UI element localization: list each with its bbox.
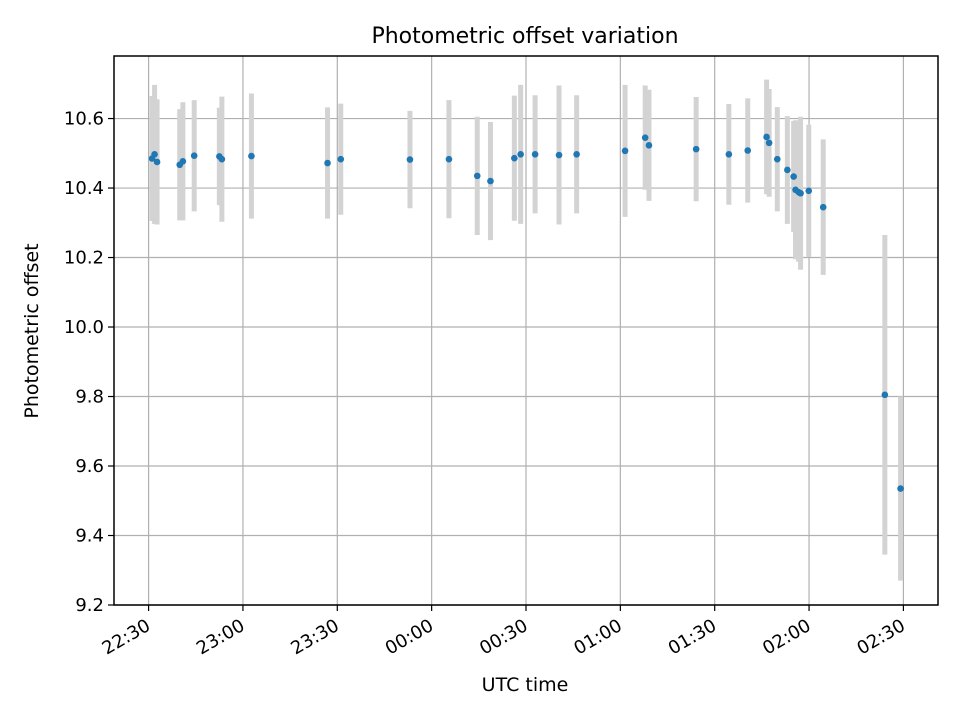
- data-point: [406, 156, 414, 163]
- data-point: [218, 155, 226, 163]
- data-point: [763, 133, 770, 141]
- data-point: [248, 152, 255, 160]
- y-tick-label: 9.8: [75, 387, 104, 408]
- y-axis: 9.2 9.4 9.6 9.8 10.0 10.2 10.4 10.6: [64, 109, 114, 616]
- x-tick-label: 23:00: [193, 615, 248, 659]
- data-point: [511, 154, 518, 162]
- data-point: [641, 134, 649, 141]
- x-tick-label: 22:30: [99, 615, 154, 659]
- data-point: [190, 152, 198, 160]
- x-tick-label: 23:30: [287, 615, 342, 659]
- data-point: [517, 151, 524, 158]
- y-tick-label: 10.4: [64, 178, 104, 199]
- y-tick-label: 10.0: [64, 317, 104, 338]
- x-axis: 22:30 23:00 23:30 00:00 00:30 01:00 01:30 02:00…: [99, 605, 909, 659]
- data-point: [725, 151, 733, 158]
- data-point: [151, 151, 158, 158]
- x-tick-label: 01:30: [665, 615, 720, 659]
- x-tick-label: 02:00: [759, 615, 814, 659]
- data-point: [744, 147, 752, 154]
- y-tick-label: 10.2: [64, 248, 104, 269]
- data-point: [153, 158, 161, 166]
- y-tick-label: 9.4: [75, 526, 104, 547]
- data-point: [784, 166, 791, 174]
- data-point: [487, 177, 494, 185]
- y-tick-label: 9.6: [75, 456, 104, 477]
- data-point: [819, 203, 827, 211]
- y-tick-label: 10.6: [64, 109, 104, 130]
- x-tick-label: 00:30: [476, 615, 531, 659]
- data-point: [445, 155, 453, 163]
- x-tick-label: 01:00: [570, 615, 625, 659]
- data-point: [773, 155, 781, 163]
- data-point: [324, 159, 331, 167]
- x-tick-label: 00:00: [382, 615, 437, 659]
- x-gridlines: [147, 56, 905, 605]
- y-axis-label: Photometric offset: [21, 243, 43, 418]
- data-point: [555, 151, 563, 159]
- data-point: [621, 147, 629, 155]
- data-point: [179, 157, 187, 165]
- data-point: [531, 151, 539, 158]
- data-point: [797, 189, 804, 197]
- data-point: [897, 485, 904, 492]
- y-tick-label: 9.2: [75, 595, 104, 616]
- data-point: [473, 172, 481, 180]
- x-tick-label: 02:30: [853, 615, 908, 659]
- data-point: [881, 391, 889, 399]
- chart-title: Photometric offset variation: [371, 24, 678, 49]
- data-point: [573, 151, 580, 158]
- data-point: [790, 173, 797, 180]
- data-point: [805, 187, 813, 195]
- data-point: [645, 141, 653, 149]
- data-points: [148, 133, 904, 492]
- data-point: [337, 155, 345, 163]
- x-axis-label: UTC time: [482, 674, 569, 696]
- data-point: [765, 139, 773, 147]
- data-point: [692, 145, 700, 153]
